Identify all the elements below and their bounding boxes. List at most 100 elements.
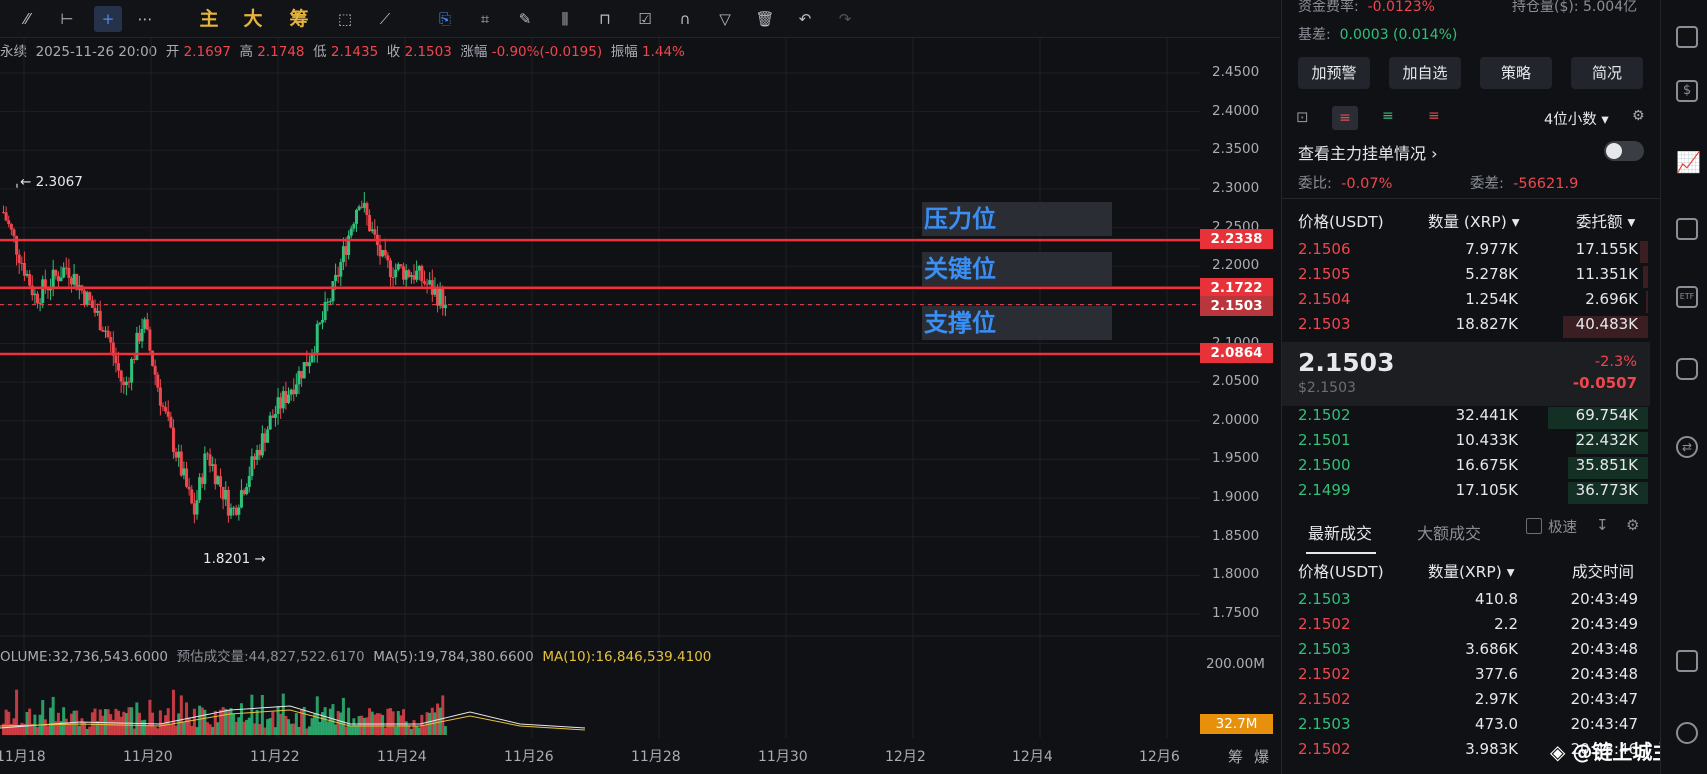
volume-bar — [441, 695, 445, 735]
volume-bar — [62, 707, 66, 735]
candle-body — [300, 371, 304, 379]
etf-icon[interactable]: ETF — [1676, 286, 1698, 308]
large-order-button[interactable]: 大 — [243, 8, 263, 30]
candle-body — [307, 362, 311, 367]
robot-icon[interactable] — [1676, 358, 1698, 380]
headset-icon[interactable] — [1676, 722, 1698, 744]
price-tick: 1.7500 — [1212, 605, 1260, 621]
overview-button[interactable]: 简况 — [1571, 57, 1643, 89]
book-view-asks-icon[interactable]: ≡ — [1428, 108, 1440, 124]
filter-icon[interactable]: ▽ — [719, 10, 731, 28]
bid-row[interactable]: 2.1502 32.441K 69.754K — [1298, 406, 1648, 430]
ratio-label: 委比: — [1298, 176, 1332, 192]
trades-settings-icon[interactable]: ⚙ — [1626, 516, 1640, 534]
chart-panel-icon[interactable] — [1676, 218, 1698, 240]
book-view-default-icon[interactable]: ⊡ — [1296, 108, 1309, 126]
candle-type-icon[interactable]: ⫼ — [561, 10, 569, 28]
ask-row[interactable]: 2.1504 1.254K 2.696K — [1298, 290, 1648, 314]
settings-icon[interactable]: ⚙ — [1632, 108, 1645, 124]
trade-time-header: 成交时间 — [1572, 563, 1635, 581]
dollar-icon[interactable]: $ — [1676, 80, 1698, 102]
volume-bar — [417, 727, 421, 735]
sort-icon[interactable]: ↧ — [1596, 516, 1609, 534]
bid-row[interactable]: 2.1499 17.105K 36.773K — [1298, 481, 1648, 505]
trend-line-icon[interactable]: ⁄⁄ — [24, 10, 30, 28]
ask-row[interactable]: 2.1503 18.827K 40.483K — [1298, 315, 1648, 339]
candle-body — [132, 358, 136, 360]
chart-growth-icon[interactable]: 📈 — [1676, 150, 1701, 174]
candle-body — [4, 212, 8, 221]
book-view-bids-icon[interactable]: ≡ — [1382, 108, 1394, 124]
candle-body — [106, 330, 110, 338]
measure-icon[interactable]: ⟋ — [379, 10, 391, 28]
oi-label: 持仓量($): — [1512, 0, 1579, 15]
undo-icon[interactable]: ↶ — [798, 10, 812, 28]
liquidation-corner-button[interactable]: 爆 — [1254, 748, 1270, 766]
ask-row[interactable]: 2.1505 5.278K 11.351K — [1298, 265, 1648, 289]
volume-bar — [407, 725, 411, 735]
edit-icon[interactable]: ☑ — [638, 10, 652, 28]
tab-large-trades[interactable]: 大额成交 — [1417, 524, 1482, 543]
strategy-button[interactable]: 策略 — [1480, 57, 1552, 89]
book-total-header[interactable]: 委托额 ▾ — [1576, 213, 1636, 231]
brush-icon[interactable]: ✎ — [518, 10, 532, 28]
candle-body — [305, 362, 309, 367]
candle-body — [341, 246, 345, 263]
bid-row[interactable]: 2.1500 16.675K 35.851K — [1298, 456, 1648, 480]
book-qty-header[interactable]: 数量 (XRP) ▾ — [1428, 213, 1520, 231]
candle-body — [161, 405, 165, 408]
candle-body — [302, 362, 306, 379]
add-alert-button[interactable]: 加预警 — [1298, 57, 1370, 89]
main-indicator-button[interactable]: 主 — [199, 8, 219, 30]
candle-body — [287, 394, 291, 403]
ma5-line — [0, 705, 586, 729]
more-icon[interactable]: ⋯ — [137, 10, 153, 28]
ruler-icon[interactable]: ⌗ — [480, 10, 490, 28]
chip-corner-button[interactable]: 筹 — [1228, 748, 1244, 766]
decimals-select[interactable]: 4位小数 ▾ — [1544, 112, 1609, 128]
trash-icon[interactable]: 🗑 — [755, 10, 775, 28]
crosshair-icon[interactable]: + — [94, 6, 122, 32]
volume-bar — [148, 699, 152, 735]
volume-bar — [153, 726, 157, 735]
ask-row[interactable]: 2.1506 7.977K 17.155K — [1298, 240, 1648, 264]
swap-icon[interactable]: ⇄ — [1676, 436, 1698, 458]
lock-icon[interactable]: ⊓ — [599, 10, 611, 28]
candle-body — [213, 464, 217, 485]
bid-row[interactable]: 2.1501 10.433K 22.432K — [1298, 431, 1648, 455]
funding-value: -0.0123% — [1367, 0, 1435, 15]
candlestick-chart[interactable] — [0, 38, 1280, 738]
tab-latest-trades[interactable]: 最新成交 — [1308, 524, 1373, 543]
candle-body — [420, 265, 424, 282]
magnet-icon[interactable]: ∩ — [679, 10, 691, 28]
volume-bar — [281, 693, 285, 735]
book-view-both-icon[interactable]: ≡ — [1332, 106, 1358, 130]
candle-body — [96, 310, 100, 313]
draw-tool-icon[interactable]: ⬚ — [337, 10, 353, 28]
main-orders-toggle[interactable] — [1604, 141, 1644, 161]
volume-bar — [211, 726, 215, 735]
main-orders-link[interactable]: 查看主力挂单情况 › — [1298, 144, 1438, 163]
volume-bar — [234, 721, 238, 735]
trade-qty: 2.2 — [1494, 615, 1518, 633]
last-price: 2.1503 — [1298, 348, 1395, 377]
horizontal-line-icon[interactable]: ⊢ — [60, 10, 74, 28]
trade-qty-header-text: 数量(XRP) — [1428, 563, 1502, 581]
volume-bar — [179, 695, 183, 735]
chip-distribution-button[interactable]: 筹 — [289, 8, 309, 30]
list-icon[interactable] — [1676, 26, 1698, 48]
candle-body — [415, 270, 419, 280]
redo-icon[interactable]: ↷ — [838, 10, 852, 28]
book-total: 69.754K — [1575, 406, 1638, 424]
change-value: -0.90%(-0.0195) — [491, 44, 603, 60]
amplitude-value: 1.44% — [642, 44, 685, 60]
layout-icon[interactable] — [1676, 650, 1698, 672]
fast-mode-checkbox[interactable] — [1526, 518, 1542, 534]
add-watchlist-button[interactable]: 加自选 — [1389, 57, 1461, 89]
ma5-value: MA(5):19,784,380.6600 — [373, 649, 534, 665]
magnet-draw-icon[interactable]: ⎘ — [438, 10, 451, 28]
candle-body — [166, 411, 170, 417]
volume-bar — [119, 716, 123, 735]
trade-qty-header[interactable]: 数量(XRP) ▾ — [1428, 563, 1515, 581]
side-toolbar — [1660, 0, 1707, 774]
